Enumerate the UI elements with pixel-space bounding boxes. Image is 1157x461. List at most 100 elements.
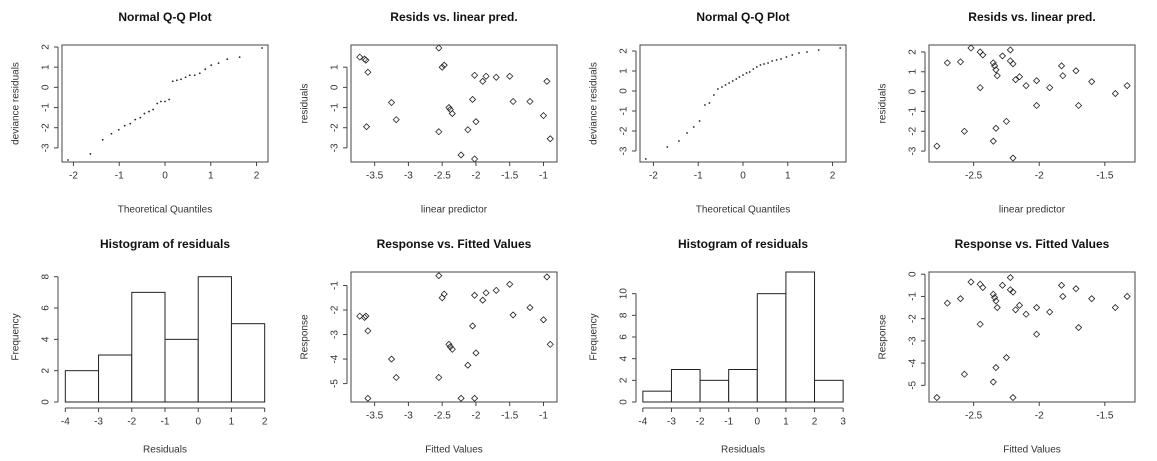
x-axis-label: Fitted Values (425, 445, 483, 456)
point (1009, 288, 1017, 296)
point (991, 62, 999, 70)
point (471, 291, 479, 299)
point (1072, 67, 1080, 75)
point (472, 349, 480, 357)
point (435, 44, 443, 52)
point (471, 71, 479, 79)
y-tick-label: 2 (908, 49, 919, 55)
point (763, 63, 765, 65)
point (989, 378, 997, 386)
point (1046, 84, 1054, 92)
point (1059, 292, 1067, 301)
point (539, 316, 548, 324)
y-tick-label: -5 (908, 380, 919, 389)
y-tick-label: 2 (619, 377, 630, 383)
y-tick-label: -3 (619, 146, 630, 155)
point (993, 72, 1001, 80)
point (712, 94, 715, 96)
point (482, 289, 490, 297)
point (184, 76, 187, 79)
point (780, 58, 782, 60)
y-axis-label: Response (878, 314, 889, 359)
x-tick-label: 1 (208, 171, 214, 182)
y-tick-label: 4 (41, 336, 52, 342)
panel-title: Normal Q-Q Plot (118, 10, 211, 24)
point (101, 138, 104, 141)
point (1088, 78, 1096, 86)
point (1002, 117, 1010, 125)
bar (64, 370, 100, 403)
x-tick-label: -2 (1035, 171, 1044, 182)
y-tick-label: -2 (908, 126, 919, 135)
point (129, 122, 132, 125)
point (698, 120, 701, 122)
point (1006, 273, 1014, 282)
point (767, 62, 769, 64)
plot-box (928, 271, 1136, 403)
x-tick-label: -1 (724, 417, 733, 428)
x-axis-label: linear predictor (999, 205, 1066, 216)
x-axis-label: Fitted Values (1003, 445, 1061, 456)
point (539, 112, 548, 120)
point (110, 132, 113, 135)
x-tick-label: -3.5 (366, 171, 384, 182)
point (543, 273, 551, 281)
point (356, 312, 364, 320)
point (492, 73, 500, 81)
y-tick-label: 0 (41, 399, 52, 405)
x-tick-label: 2 (830, 171, 836, 182)
y-tick-label: -1 (908, 292, 919, 301)
point (1009, 60, 1017, 68)
point (445, 340, 453, 348)
bar (756, 293, 787, 403)
point (806, 51, 808, 53)
y-tick-label: 0 (908, 271, 919, 277)
point (817, 49, 820, 51)
y-tick-label: -1 (908, 107, 919, 116)
point (1111, 303, 1119, 312)
point (387, 98, 396, 107)
x-tick-label: -1.5 (1096, 411, 1114, 422)
point (469, 322, 477, 330)
x-tick-label: -2 (471, 411, 480, 422)
x-tick-label: 2 (262, 417, 268, 428)
point (448, 345, 456, 353)
point (998, 52, 1007, 60)
panel-title: Histogram of residuals (100, 237, 230, 251)
point (176, 79, 178, 82)
plot-box (350, 44, 558, 163)
y-axis-label: residuals (878, 83, 889, 123)
point (117, 128, 120, 131)
point (164, 100, 166, 103)
point (152, 108, 154, 111)
x-tick-label: -2.5 (434, 171, 452, 182)
point (976, 84, 984, 92)
point (989, 137, 997, 145)
point (469, 95, 477, 104)
bar (785, 271, 816, 403)
point (492, 286, 500, 294)
x-tick-label: -1 (115, 171, 124, 182)
y-tick-label: 2 (41, 367, 52, 373)
x-tick-label: 1 (229, 417, 235, 428)
x-tick-label: -1 (694, 171, 703, 182)
point (123, 124, 126, 127)
point (991, 293, 999, 302)
point (217, 62, 220, 65)
y-tick-label: 1 (619, 68, 630, 74)
x-tick-label: -2 (649, 171, 658, 182)
bar (164, 338, 199, 403)
x-tick-label: -2.5 (434, 411, 452, 422)
y-tick-label: -1 (330, 281, 341, 290)
point (728, 82, 731, 84)
x-tick-label: -2.5 (965, 411, 983, 422)
point (644, 158, 647, 160)
point (1006, 46, 1014, 54)
point (1088, 295, 1096, 303)
panel-title: Resids vs. linear pred. (968, 10, 1095, 24)
point (457, 394, 465, 402)
bar (670, 369, 701, 403)
point (464, 361, 472, 369)
panel-title: Histogram of residuals (678, 237, 808, 251)
